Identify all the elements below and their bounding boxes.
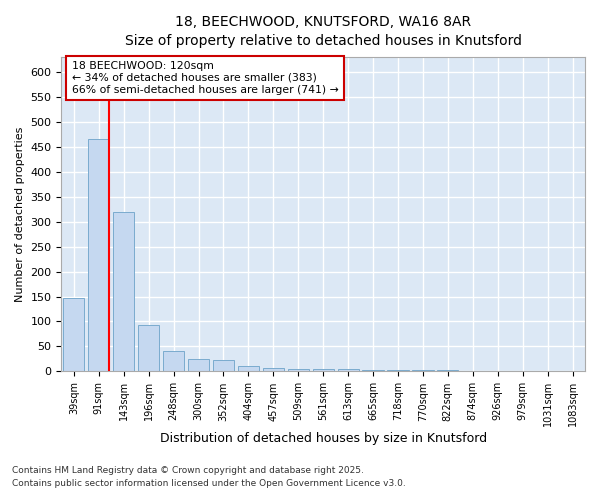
Bar	[88, 139, 109, 372]
Bar	[412, 370, 434, 372]
Bar	[213, 360, 234, 372]
Bar	[338, 370, 359, 372]
Bar	[388, 370, 409, 372]
Bar	[263, 368, 284, 372]
Bar	[138, 325, 159, 372]
Bar	[163, 352, 184, 372]
Text: 18 BEECHWOOD: 120sqm
← 34% of detached houses are smaller (383)
66% of semi-deta: 18 BEECHWOOD: 120sqm ← 34% of detached h…	[72, 62, 338, 94]
X-axis label: Distribution of detached houses by size in Knutsford: Distribution of detached houses by size …	[160, 432, 487, 445]
Bar	[313, 369, 334, 372]
Text: Contains HM Land Registry data © Crown copyright and database right 2025.
Contai: Contains HM Land Registry data © Crown c…	[12, 466, 406, 487]
Bar	[362, 370, 383, 372]
Bar	[113, 212, 134, 372]
Bar	[63, 298, 85, 372]
Bar	[287, 369, 309, 372]
Title: 18, BEECHWOOD, KNUTSFORD, WA16 8AR
Size of property relative to detached houses : 18, BEECHWOOD, KNUTSFORD, WA16 8AR Size …	[125, 15, 522, 48]
Bar	[437, 370, 458, 372]
Bar	[188, 359, 209, 372]
Y-axis label: Number of detached properties: Number of detached properties	[15, 126, 25, 302]
Bar	[238, 366, 259, 372]
